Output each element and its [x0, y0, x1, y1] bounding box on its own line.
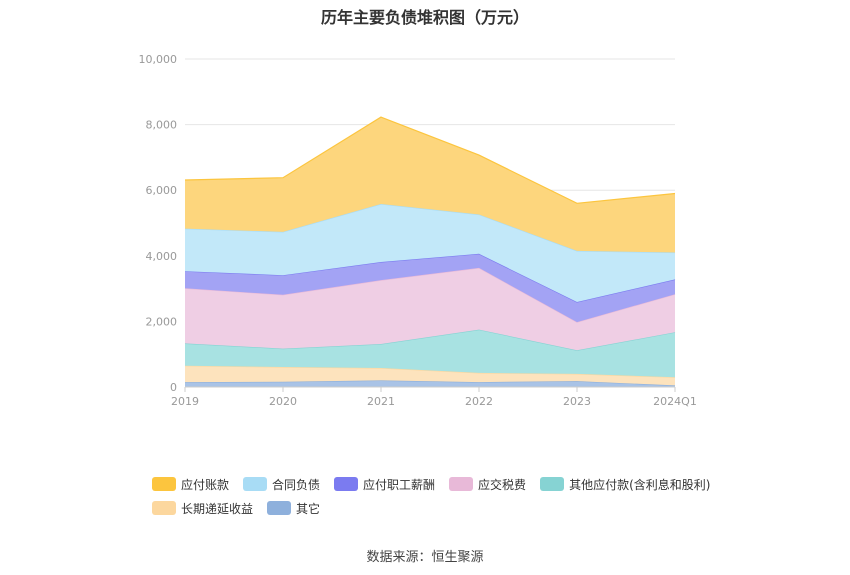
legend-item[interactable]: 应付职工薪酬 — [334, 476, 435, 493]
legend-label: 其它 — [296, 501, 321, 516]
x-tick-label: 2022 — [465, 395, 493, 408]
area-series — [185, 204, 675, 302]
source-label: 数据来源：恒生聚源 — [366, 550, 484, 565]
chart-title: 历年主要负债堆积图（万元） — [320, 8, 529, 27]
legend-item[interactable]: 其它 — [267, 500, 320, 517]
legend-item[interactable]: 合同负债 — [243, 476, 320, 493]
legend-label: 应付职工薪酬 — [363, 477, 436, 492]
legend-swatch — [334, 477, 359, 491]
legend-swatch — [449, 477, 474, 491]
legend-label: 应付账款 — [181, 477, 230, 492]
legend-swatch — [152, 477, 176, 491]
legend-item[interactable]: 应交税费 — [449, 476, 526, 493]
x-tick-label: 2024Q1 — [653, 395, 697, 408]
x-tick-label: 2023 — [563, 395, 591, 408]
area-series — [185, 329, 675, 378]
area-series — [184, 116, 676, 387]
series-line — [184, 116, 676, 204]
stacked-area-chart: 0 2,000 4,000 6,000 8,000 10,000 2019 2020 2021 2… — [139, 53, 697, 408]
axes: 0 2,000 4,000 6,000 8,000 10,000 2019 2020 2021 2… — [139, 53, 697, 408]
legend-item[interactable]: 长期递延收益 — [152, 500, 253, 517]
legend-row: 长期递延收益 其它 — [152, 496, 752, 520]
x-tick-label: 2020 — [269, 395, 297, 408]
y-tick-label: 0 — [170, 381, 177, 394]
legend-label: 长期递延收益 — [181, 501, 254, 516]
y-tick-label: 10,000 — [139, 53, 178, 66]
area-series — [185, 365, 675, 386]
area-series — [185, 267, 675, 351]
x-tick-label: 2019 — [171, 395, 199, 408]
legend: 应付账款 合同负债 应付职工薪酬 应交税费 其他应付款(含利息和股利) 长期递延收益 其它 — [152, 472, 752, 520]
legend-item[interactable]: 应付账款 — [152, 476, 229, 493]
y-tick-label: 6,000 — [146, 184, 178, 197]
legend-row: 应付账款 合同负债 应付职工薪酬 应交税费 其他应付款(含利息和股利) — [152, 472, 752, 496]
legend-label: 应交税费 — [478, 477, 527, 492]
legend-swatch — [243, 477, 268, 491]
legend-item[interactable]: 其他应付款(含利息和股利) — [540, 476, 710, 493]
legend-swatch — [267, 501, 292, 515]
y-tick-label: 4,000 — [146, 250, 178, 263]
x-tick-label: 2021 — [367, 395, 395, 408]
area-series — [185, 117, 675, 253]
legend-label: 其他应付款(含利息和股利) — [569, 477, 711, 492]
legend-swatch — [152, 501, 176, 515]
area-series — [185, 253, 675, 323]
legend-swatch — [540, 477, 565, 491]
y-tick-label: 2,000 — [146, 315, 178, 328]
legend-label: 合同负债 — [272, 477, 321, 492]
y-tick-label: 8,000 — [146, 119, 178, 132]
